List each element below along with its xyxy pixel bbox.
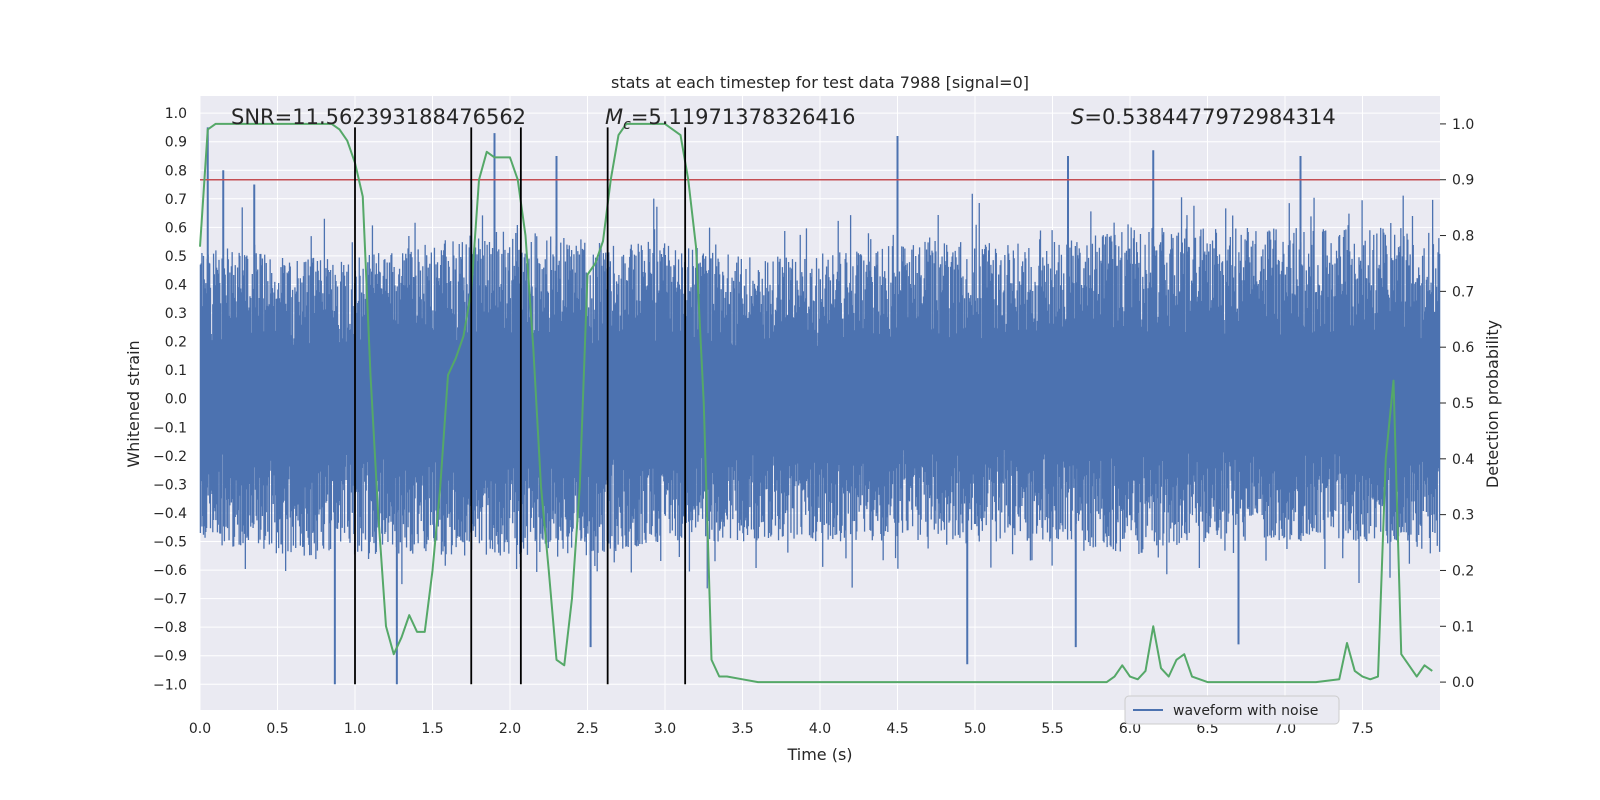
strain-line [199,193,1441,589]
y-tick-label-left: 0.0 [165,392,187,408]
x-tick-label: 7.5 [1351,721,1373,737]
y-tick-label-left: −0.5 [153,535,187,551]
y-tick-label-right: 0.8 [1452,229,1474,245]
y-axis-label-left: Whitened strain [124,340,143,467]
x-tick-label: 7.0 [1274,721,1296,737]
legend-label: waveform with noise [1173,703,1318,719]
y-tick-label-left: 0.7 [165,192,187,208]
x-tick-label: 1.5 [421,721,443,737]
y-tick-label-left: 0.8 [165,163,187,179]
y-tick-label-left: 0.6 [165,220,187,236]
y-tick-label-left: 0.5 [165,249,187,265]
y-tick-label-left: 0.3 [165,306,187,322]
chirp-mass-value: =5.11971378326416 [631,105,856,129]
snr-annotation: SNR=11.562393188476562 [231,105,526,129]
y-tick-label-right: 0.1 [1452,619,1474,635]
y-tick-label-left: 0.2 [165,335,187,351]
x-tick-label: 4.5 [886,721,908,737]
y-tick-label-right: 0.0 [1452,675,1474,691]
x-tick-label: 1.0 [344,721,366,737]
x-tick-label: 2.0 [499,721,521,737]
y-tick-label-left: −0.7 [153,592,187,608]
y-tick-label-right: 0.4 [1452,452,1474,468]
chirp-mass-subscript: c [623,117,631,133]
x-tick-label: 3.5 [731,721,753,737]
spin-symbol: S [1071,105,1084,129]
vertical-lines [354,127,687,685]
legend-box [1124,695,1340,725]
y-tick-label-left: 0.9 [165,135,187,151]
y-tick-label-left: 0.4 [165,277,187,293]
y-tick-label-left: 1.0 [165,106,187,122]
x-tick-label: 5.0 [964,721,986,737]
x-tick-label: 6.0 [1119,721,1141,737]
x-tick-label: 2.5 [576,721,598,737]
y-tick-label-left: −1.0 [153,677,187,693]
x-axis-label: Time (s) [786,745,852,764]
spin-annotation: S=0.5384477972984314 [1071,105,1336,129]
x-tick-label: 0.5 [266,721,288,737]
x-tick-label: 4.0 [809,721,831,737]
y-tick-label-right: 0.7 [1452,284,1474,300]
y-tick-label-right: 0.3 [1452,508,1474,524]
y-axis-label-right: Detection probability [1483,320,1502,488]
legend: waveform with noise [1124,695,1340,725]
chirp-mass-symbol: M [605,105,623,129]
y-tick-label-left: −0.3 [153,477,187,493]
x-tick-label: 3.0 [654,721,676,737]
detection-probability-line [199,122,1433,684]
y-tick-label-left: −0.2 [153,449,187,465]
x-tick-label: 5.5 [1041,721,1063,737]
y-tick-label-left: −0.4 [153,506,187,522]
spin-value: =0.5384477972984314 [1084,105,1335,129]
y-tick-label-right: 0.6 [1452,340,1474,356]
chart-title: stats at each timestep for test data 798… [611,73,1029,92]
y-tick-label-left: −0.8 [153,620,187,636]
y-tick-label-left: 0.1 [165,363,187,379]
y-tick-label-left: −0.9 [153,649,187,665]
y-tick-label-right: 0.5 [1452,396,1474,412]
ticks: 0.0 0.5 1.0 1.5 2.0 2.5 3.0 3.5 4.0 4.5 5.0 5.5 6.0 6… [153,106,1474,737]
y-tick-label-right: 0.2 [1452,563,1474,579]
y-tick-label-right: 0.9 [1452,173,1474,189]
strain-series [199,127,1441,685]
x-tick-label: 0.0 [189,721,211,737]
y-tick-label-right: 1.0 [1452,117,1474,133]
x-tick-label: 6.5 [1196,721,1218,737]
y-tick-label-left: −0.6 [153,563,187,579]
chirp-mass-annotation: Mc=5.11971378326416 [605,105,856,133]
probability-series [199,122,1440,684]
y-tick-label-left: −0.1 [153,420,187,436]
